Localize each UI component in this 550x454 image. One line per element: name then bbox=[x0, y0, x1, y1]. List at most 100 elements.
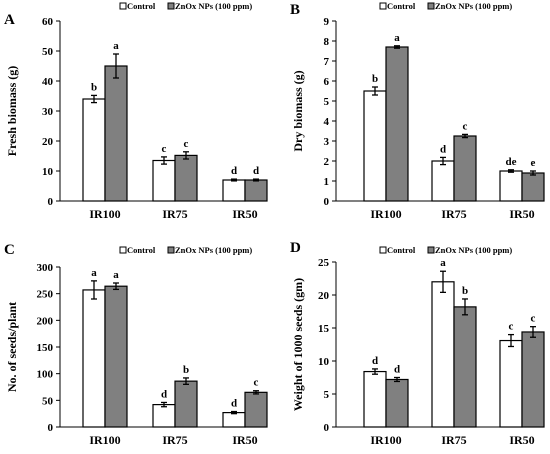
panel-c-y-tick-label: 250 bbox=[37, 289, 54, 301]
panel-c-significance-letter: d bbox=[161, 388, 167, 400]
panel-c-bar-znox bbox=[174, 380, 198, 428]
panel-d-y-tick-label: 0 bbox=[324, 422, 330, 434]
panel-b-y-tick-label: 6 bbox=[324, 76, 330, 88]
panel-c-significance-letter: b bbox=[183, 364, 189, 376]
panel-c-y-tick-label: 0 bbox=[48, 422, 54, 434]
panel-c-y-tick-label: 50 bbox=[42, 395, 54, 407]
panel-d-y-tick-label: 15 bbox=[318, 323, 330, 335]
panel-a-bar-znox bbox=[104, 65, 128, 202]
panel-d-bar-znox bbox=[453, 306, 477, 428]
panel-c-y-tick-label: 300 bbox=[37, 262, 54, 274]
panel-a-letter: A bbox=[4, 12, 15, 28]
panel-d-bar-control bbox=[499, 339, 523, 428]
panel-b-legend-label-control: Control bbox=[387, 1, 416, 11]
panel-a-y-tick-label: 30 bbox=[42, 106, 54, 118]
panel-d-legend-swatch-znox bbox=[427, 246, 435, 254]
panel-a-y-tick-label: 10 bbox=[42, 166, 54, 178]
panel-d-significance-letter: d bbox=[372, 355, 378, 367]
panel-a-bar-control bbox=[222, 179, 246, 202]
panel-c-letter: C bbox=[4, 242, 15, 258]
panel-b-y-tick-label: 0 bbox=[324, 196, 330, 208]
panel-a-legend-swatch-control bbox=[119, 2, 127, 10]
panel-a-significance-letter: a bbox=[113, 40, 119, 52]
panel-c-significance-letter: c bbox=[254, 377, 259, 389]
panel-d-y-tick-label: 25 bbox=[318, 257, 330, 269]
panel-d-significance-letter: c bbox=[509, 321, 514, 333]
panel-a-legend-swatch-znox bbox=[167, 2, 175, 10]
panel-b-y-tick-label: 2 bbox=[324, 156, 330, 168]
panel-c-y-axis-label: No. of seeds/plant bbox=[5, 302, 19, 392]
panel-c-y-tick-label: 200 bbox=[37, 315, 54, 327]
panel-c-bar-control bbox=[82, 289, 106, 428]
panel-a-significance-letter: c bbox=[162, 143, 167, 155]
panel-d-y-tick-label: 5 bbox=[324, 389, 330, 401]
panel-d-x-tick-label: IR50 bbox=[509, 433, 534, 447]
panel-b-y-tick-label: 5 bbox=[324, 96, 330, 108]
panel-a-bar-znox bbox=[174, 154, 198, 202]
panel-b-y-tick-label: 3 bbox=[324, 136, 330, 148]
panel-a-y-tick-label: 40 bbox=[42, 76, 54, 88]
panel-b-significance-letter: d bbox=[440, 143, 446, 155]
panel-b-x-tick-label: IR100 bbox=[370, 207, 401, 221]
panel-a-bar-control bbox=[82, 98, 106, 202]
panel-c-legend-label-control: Control bbox=[127, 245, 156, 255]
panel-c-y-tick-label: 150 bbox=[37, 342, 54, 354]
panel-b-significance-letter: e bbox=[531, 157, 536, 169]
panel-c-bar-znox bbox=[244, 391, 268, 428]
panel-d-legend-label-control: Control bbox=[387, 245, 416, 255]
panel-b-y-tick-label: 4 bbox=[324, 116, 330, 128]
panel-b-y-tick-label: 1 bbox=[324, 176, 330, 188]
panel-c-x-tick-label: IR75 bbox=[162, 433, 187, 447]
panel-a-x-tick-label: IR75 bbox=[162, 207, 187, 221]
panel-b-bar-control bbox=[499, 170, 523, 202]
panel-a-y-tick-label: 50 bbox=[42, 46, 54, 58]
panel-c-x-tick-label: IR50 bbox=[232, 433, 257, 447]
panel-b-y-tick-label: 7 bbox=[324, 56, 330, 68]
panel-c-significance-letter: d bbox=[231, 398, 237, 410]
panel-d-significance-letter: c bbox=[531, 313, 536, 325]
panel-b-significance-letter: c bbox=[463, 120, 468, 132]
panel-b-letter: B bbox=[290, 2, 300, 18]
panel-a-y-axis-label: Fresh biomass (g) bbox=[5, 66, 19, 156]
panel-d-significance-letter: a bbox=[440, 257, 446, 269]
panel-c-legend-label-znox: ZnOx NPs (100 ppm) bbox=[175, 245, 252, 255]
panel-a-legend-label-znox: ZnOx NPs (100 ppm) bbox=[175, 1, 252, 11]
panel-a-legend-label-control: Control bbox=[127, 1, 156, 11]
panel-c-legend-swatch-znox bbox=[167, 246, 175, 254]
panel-a-bar-control bbox=[152, 159, 176, 202]
panel-d-legend-label-znox: ZnOx NPs (100 ppm) bbox=[435, 245, 512, 255]
panel-d-bar-znox bbox=[385, 378, 409, 428]
panel-c-legend-swatch-control bbox=[119, 246, 127, 254]
panel-a-y-tick-label: 0 bbox=[48, 196, 54, 208]
panel-b-bar-znox bbox=[385, 46, 409, 202]
panel-b-x-tick-label: IR75 bbox=[441, 207, 466, 221]
panel-d-y-tick-label: 20 bbox=[318, 290, 330, 302]
panel-b-y-axis-label: Dry biomass (g) bbox=[291, 70, 305, 151]
panel-d-significance-letter: d bbox=[394, 364, 400, 376]
panel-a-y-tick-label: 20 bbox=[42, 136, 54, 148]
panel-d-y-tick-label: 10 bbox=[318, 356, 330, 368]
panel-a-significance-letter: d bbox=[253, 165, 259, 177]
panel-d-x-tick-label: IR100 bbox=[370, 433, 401, 447]
panel-d-legend-swatch-control bbox=[379, 246, 387, 254]
panel-a-bar-znox bbox=[244, 179, 268, 202]
panel-b-legend-label-znox: ZnOx NPs (100 ppm) bbox=[435, 1, 512, 11]
panel-b-x-tick-label: IR50 bbox=[509, 207, 534, 221]
panel-d-bar-control bbox=[431, 281, 455, 428]
panel-b-bar-control bbox=[431, 160, 455, 202]
panel-a-y-tick-label: 60 bbox=[42, 16, 54, 28]
panel-d-bar-control bbox=[363, 370, 387, 428]
panel-d-letter: D bbox=[290, 240, 301, 256]
panel-b-significance-letter: de bbox=[506, 156, 517, 168]
panel-d-significance-letter: b bbox=[462, 285, 468, 297]
panel-a-significance-letter: d bbox=[231, 165, 237, 177]
panel-c-y-tick-label: 100 bbox=[37, 369, 54, 381]
panel-a-significance-letter: c bbox=[184, 138, 189, 150]
panel-c-x-tick-label: IR100 bbox=[89, 433, 120, 447]
panel-c-significance-letter: a bbox=[113, 269, 119, 281]
panel-b-bar-control bbox=[363, 90, 387, 202]
panel-a-x-tick-label: IR50 bbox=[232, 207, 257, 221]
panel-b-y-tick-label: 8 bbox=[324, 36, 330, 48]
panel-d-x-tick-label: IR75 bbox=[441, 433, 466, 447]
